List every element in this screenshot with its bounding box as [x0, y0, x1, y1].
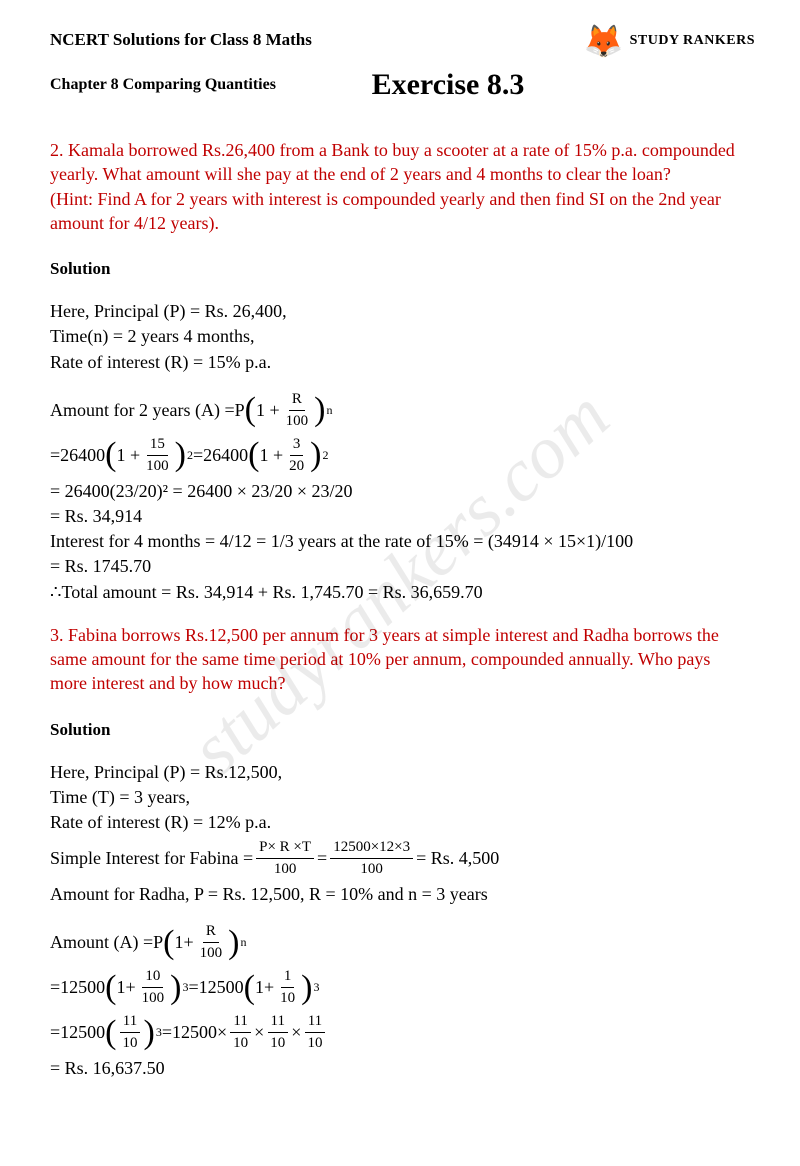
q3-amount-formula: Amount (A) = P ( 1+ R100 ) n [50, 921, 750, 964]
q2-given-r: Rate of interest (R) = 15% p.a. [50, 350, 750, 375]
page-header: NCERT Solutions for Class 8 Maths 🦊 STUD… [50, 30, 750, 102]
question-2-hint: (Hint: Find A for 2 years with interest … [50, 189, 721, 233]
brand-text: STUDY RANKERS [630, 33, 755, 49]
q2-given-p: Here, Principal (P) = Rs. 26,400, [50, 299, 750, 324]
q2-amount-formula: Amount for 2 years (A) = P ( 1 + R100 ) … [50, 389, 750, 432]
question-3-text: 3. Fabina borrows Rs.12,500 per annum fo… [50, 625, 719, 694]
q2-step1: = 26400 ( 1 + 15100 ) 2 = 26400 ( 1 + 32… [50, 434, 750, 477]
q2-eq5: ∴Total amount = Rs. 34,914 + Rs. 1,745.7… [50, 580, 750, 605]
q3-si-formula: Simple Interest for Fabina = P× R ×T100 … [50, 837, 750, 880]
solution-label-q2: Solution [50, 259, 750, 279]
question-2: 2. Kamala borrowed Rs.26,400 from a Bank… [50, 138, 750, 235]
chapter-title: Chapter 8 Comparing Quantities [50, 76, 276, 94]
q3-step1: = 12500 ( 1+ 10100 ) 3 = 12500 ( 1+ 110 … [50, 966, 750, 1009]
q3-given-p: Here, Principal (P) = Rs.12,500, [50, 760, 750, 785]
q2-eq4: = Rs. 1745.70 [50, 554, 750, 579]
q3-given-r: Rate of interest (R) = 12% p.a. [50, 810, 750, 835]
q3-radha-given: Amount for Radha, P = Rs. 12,500, R = 10… [50, 882, 750, 907]
q2-given-n: Time(n) = 2 years 4 months, [50, 324, 750, 349]
fox-icon: 🦊 [584, 22, 624, 60]
solution-label-q3: Solution [50, 720, 750, 740]
q3-step2: = 12500 ( 1110 ) 3 = 12500× 1110 × 1110 … [50, 1011, 750, 1054]
q2-eq3: Interest for 4 months = 4/12 = 1/3 years… [50, 529, 750, 554]
question-2-text: 2. Kamala borrowed Rs.26,400 from a Bank… [50, 140, 735, 184]
q3-given-t: Time (T) = 3 years, [50, 785, 750, 810]
q2-eq1: = 26400(23/20)² = 26400 × 23/20 × 23/20 [50, 479, 750, 504]
solution-body-q2: Here, Principal (P) = Rs. 26,400, Time(n… [50, 299, 750, 605]
question-3: 3. Fabina borrows Rs.12,500 per annum fo… [50, 623, 750, 696]
brand-logo: 🦊 STUDY RANKERS [584, 22, 755, 60]
solution-body-q3: Here, Principal (P) = Rs.12,500, Time (T… [50, 760, 750, 1082]
q2-eq2: = Rs. 34,914 [50, 504, 750, 529]
q3-final: = Rs. 16,637.50 [50, 1056, 750, 1081]
exercise-title: Exercise 8.3 [372, 68, 525, 102]
